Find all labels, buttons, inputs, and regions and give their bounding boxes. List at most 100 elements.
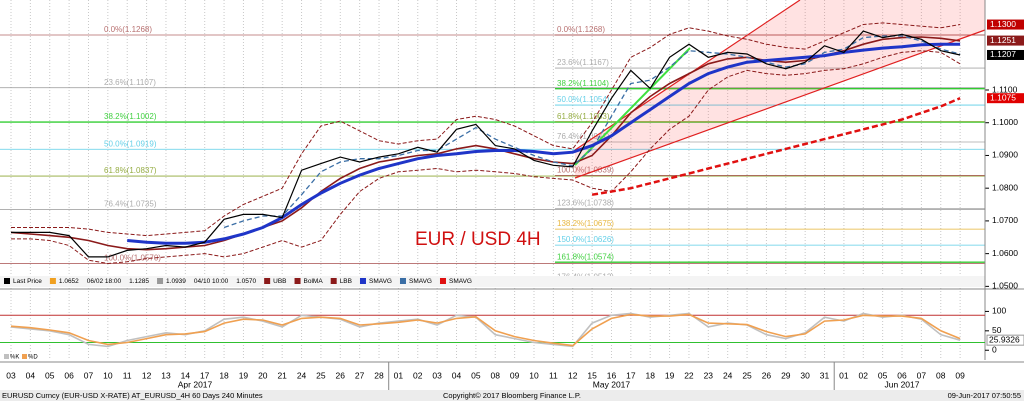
x-tick-label: 06 xyxy=(897,370,907,380)
x-tick-label: 26 xyxy=(762,370,772,380)
x-tick-label: 05 xyxy=(45,370,55,380)
series-line xyxy=(11,22,961,237)
x-tick-label: 12 xyxy=(568,370,578,380)
price-marker-label: 1.1251 xyxy=(990,35,1016,45)
x-tick-label: 01 xyxy=(839,370,849,380)
fib-label: 50.0%(1.0919) xyxy=(104,139,157,148)
legend-label: SMAVG xyxy=(449,278,472,285)
fib-label: 61.8%(1.0837) xyxy=(104,166,157,175)
price-marker-label: 1.1075 xyxy=(990,92,1016,102)
legend-swatch xyxy=(157,278,164,284)
regression-channel xyxy=(575,0,985,178)
footer-left: EURUSD Curncy (EUR-USD X-RATE) AT_EURUSD… xyxy=(2,391,263,400)
x-tick-label: 19 xyxy=(239,370,249,380)
x-tick-label: 10 xyxy=(529,370,539,380)
x-tick-label: 29 xyxy=(781,370,791,380)
legend-swatch xyxy=(399,278,406,284)
x-tick-label: 13 xyxy=(161,370,171,380)
legend-swatch xyxy=(22,354,27,359)
y-tick-label: 50 xyxy=(992,325,1002,335)
x-tick-label: 08 xyxy=(936,370,946,380)
legend-swatch xyxy=(330,278,337,284)
legend-strip xyxy=(0,276,985,287)
fib-label: 0.0%(1.1268) xyxy=(104,25,152,34)
series-line xyxy=(11,50,961,265)
x-tick-label: 18 xyxy=(219,370,229,380)
legend-swatch xyxy=(49,278,56,284)
fib-label: 123.6%(1.0738) xyxy=(557,199,614,208)
x-tick-label: 04 xyxy=(26,370,36,380)
x-tick-label: 18 xyxy=(645,370,655,380)
x-tick-label: 17 xyxy=(626,370,636,380)
legend-info: 1.1285 xyxy=(129,278,149,285)
x-tick-label: 05 xyxy=(878,370,888,380)
fib-label: 23.6%(1.1107) xyxy=(104,78,156,87)
footer-bar xyxy=(0,390,1024,401)
x-tick-label: 22 xyxy=(684,370,694,380)
x-tick-label: 21 xyxy=(277,370,287,380)
x-tick-label: 12 xyxy=(142,370,152,380)
fib-label: 76.4%(1.0735) xyxy=(104,200,157,209)
legend-label: LBB xyxy=(340,278,352,285)
x-tick-label: 04 xyxy=(452,370,462,380)
fib-label: 23.6%(1.1167) xyxy=(557,58,609,67)
stochastic-panel: 100 50 0 %K %D 25.9326 xyxy=(0,306,1024,361)
x-tick-label: 15 xyxy=(587,370,597,380)
price-marker-label: 1.1207 xyxy=(990,49,1016,59)
legend-info: 04/10 10:00 xyxy=(194,278,229,285)
y-tick-label: 100 xyxy=(992,306,1006,316)
x-tick-label: 23 xyxy=(704,370,714,380)
x-tick-label: 20 xyxy=(258,370,268,380)
legend-swatch xyxy=(294,278,301,284)
footer-center: Copyright© 2017 Bloomberg Finance L.P. xyxy=(443,391,581,400)
x-tick-label: 11 xyxy=(549,370,558,380)
price-marker xyxy=(987,19,1024,30)
x-tick-label: 16 xyxy=(607,370,617,380)
legend-info: 1.0652 xyxy=(59,278,79,285)
legend-label: SMAVG xyxy=(369,278,392,285)
date-axis: 03 04 05 06 07 10 11 12 13 14 17 18 19 20 21 24 25 26 27 28… xyxy=(6,362,965,390)
legend-label: BolMA xyxy=(304,278,324,285)
x-tick-label: 06 xyxy=(64,370,74,380)
y-tick-label: 1.0500 xyxy=(992,281,1018,291)
stochastic-line xyxy=(10,313,961,347)
channel-lower xyxy=(574,29,986,179)
fib-label: 100.0%(1.0570) xyxy=(104,254,161,263)
x-tick-label: 25 xyxy=(742,370,752,380)
price-marker xyxy=(987,49,1024,60)
x-tick-label: 26 xyxy=(336,370,346,380)
fib-label: 138.2%(1.0675) xyxy=(557,219,614,228)
fib-label: 76.4%(1.0941) xyxy=(557,132,610,141)
x-tick-label: 02 xyxy=(413,370,423,380)
x-tick-label: 14 xyxy=(181,370,191,380)
legend-swatch xyxy=(439,278,446,284)
stochastic-marker xyxy=(986,334,1024,346)
legend-label: %K xyxy=(10,355,19,361)
series-line xyxy=(11,30,961,258)
x-tick-label: 09 xyxy=(510,370,520,380)
legend-label: SMAVG xyxy=(409,278,432,285)
x-tick-label: 17 xyxy=(200,370,210,380)
price-marker xyxy=(987,35,1024,46)
x-tick-label: 03 xyxy=(432,370,442,380)
legend-swatch xyxy=(4,278,10,284)
grid: 1.1100 1.1000 1.0900 1.0800 1.0700 1.0600 1.05… xyxy=(10,0,1024,360)
x-tick-label: 24 xyxy=(723,370,733,380)
annotation: EUR / USD 4H xyxy=(415,229,541,250)
price-marker-label: 1.1300 xyxy=(990,19,1016,29)
fib-label: 0.0%(1.1268) xyxy=(557,25,605,34)
fib-label: 38.2%(1.1104) xyxy=(557,79,609,88)
legend-swatch xyxy=(264,278,271,284)
x-tick-label: 07 xyxy=(84,370,94,380)
series-line xyxy=(127,42,961,245)
legend: Last Price 1.0652 06/02 18:00 1.1285 1.0939 0… xyxy=(4,278,472,285)
x-tick-label: 11 xyxy=(123,370,132,380)
legend-swatch xyxy=(359,278,366,284)
x-tick-label: 28 xyxy=(374,370,384,380)
footer-right: 09-Jun-2017 07:50:55 xyxy=(948,391,1021,400)
legend-swatch xyxy=(4,354,9,359)
fib-label: 50.0%(1.1054) xyxy=(557,95,610,104)
x-tick-label: 30 xyxy=(800,370,810,380)
